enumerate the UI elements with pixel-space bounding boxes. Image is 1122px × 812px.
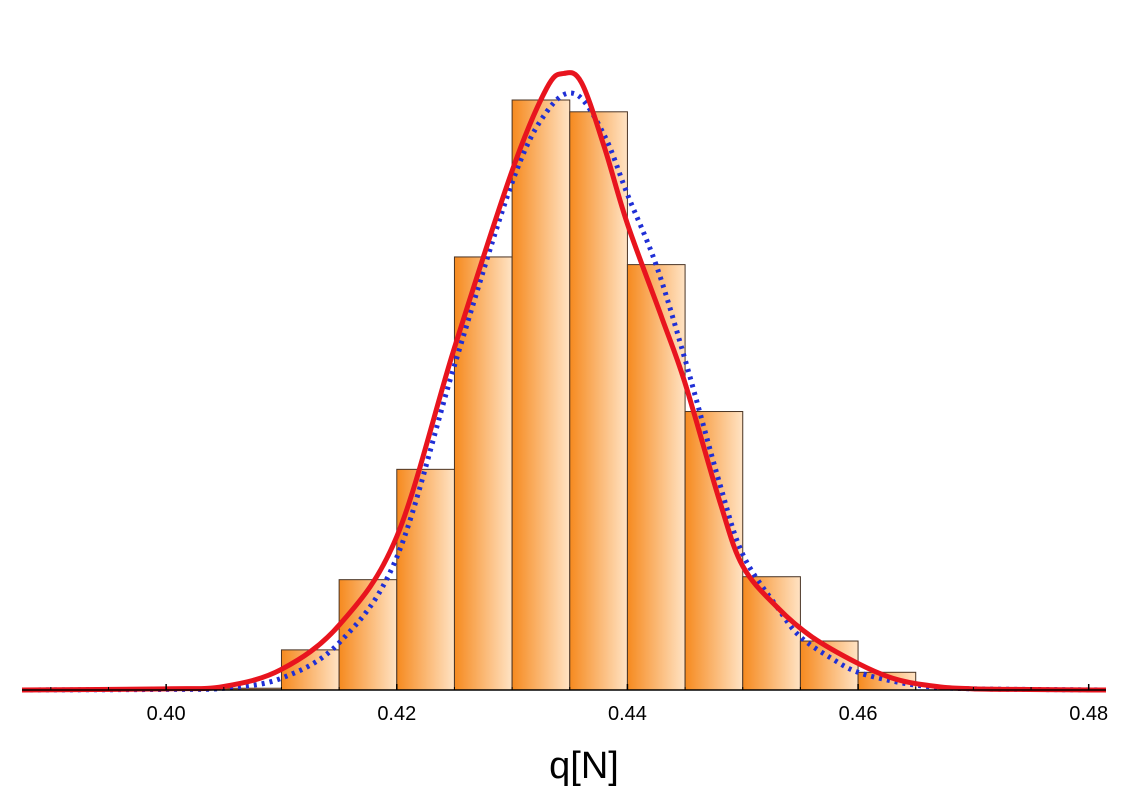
x-tick-label: 0.44 <box>608 703 647 725</box>
histogram-bar <box>511 99 571 691</box>
density-curve-dotted <box>21 90 1107 693</box>
x-tick-label: 0.48 <box>1069 703 1108 725</box>
x-tick-label: 0.46 <box>839 703 878 725</box>
histogram-bar <box>742 576 801 691</box>
density-curve-solid <box>21 70 1107 693</box>
histogram-bars <box>223 99 917 691</box>
histogram-bar <box>338 579 398 691</box>
x-axis-label: q[N] <box>549 745 619 787</box>
histogram-bar <box>280 649 340 691</box>
x-tick-label: 0.42 <box>377 703 416 725</box>
x-axis-ticks: 0.40 0.42 0.44 0.46 0.48 <box>50 684 1108 725</box>
density-curves <box>21 70 1107 693</box>
x-tick-label: 0.40 <box>147 703 186 725</box>
histogram-bar <box>396 468 455 691</box>
histogram-bar <box>626 264 686 691</box>
